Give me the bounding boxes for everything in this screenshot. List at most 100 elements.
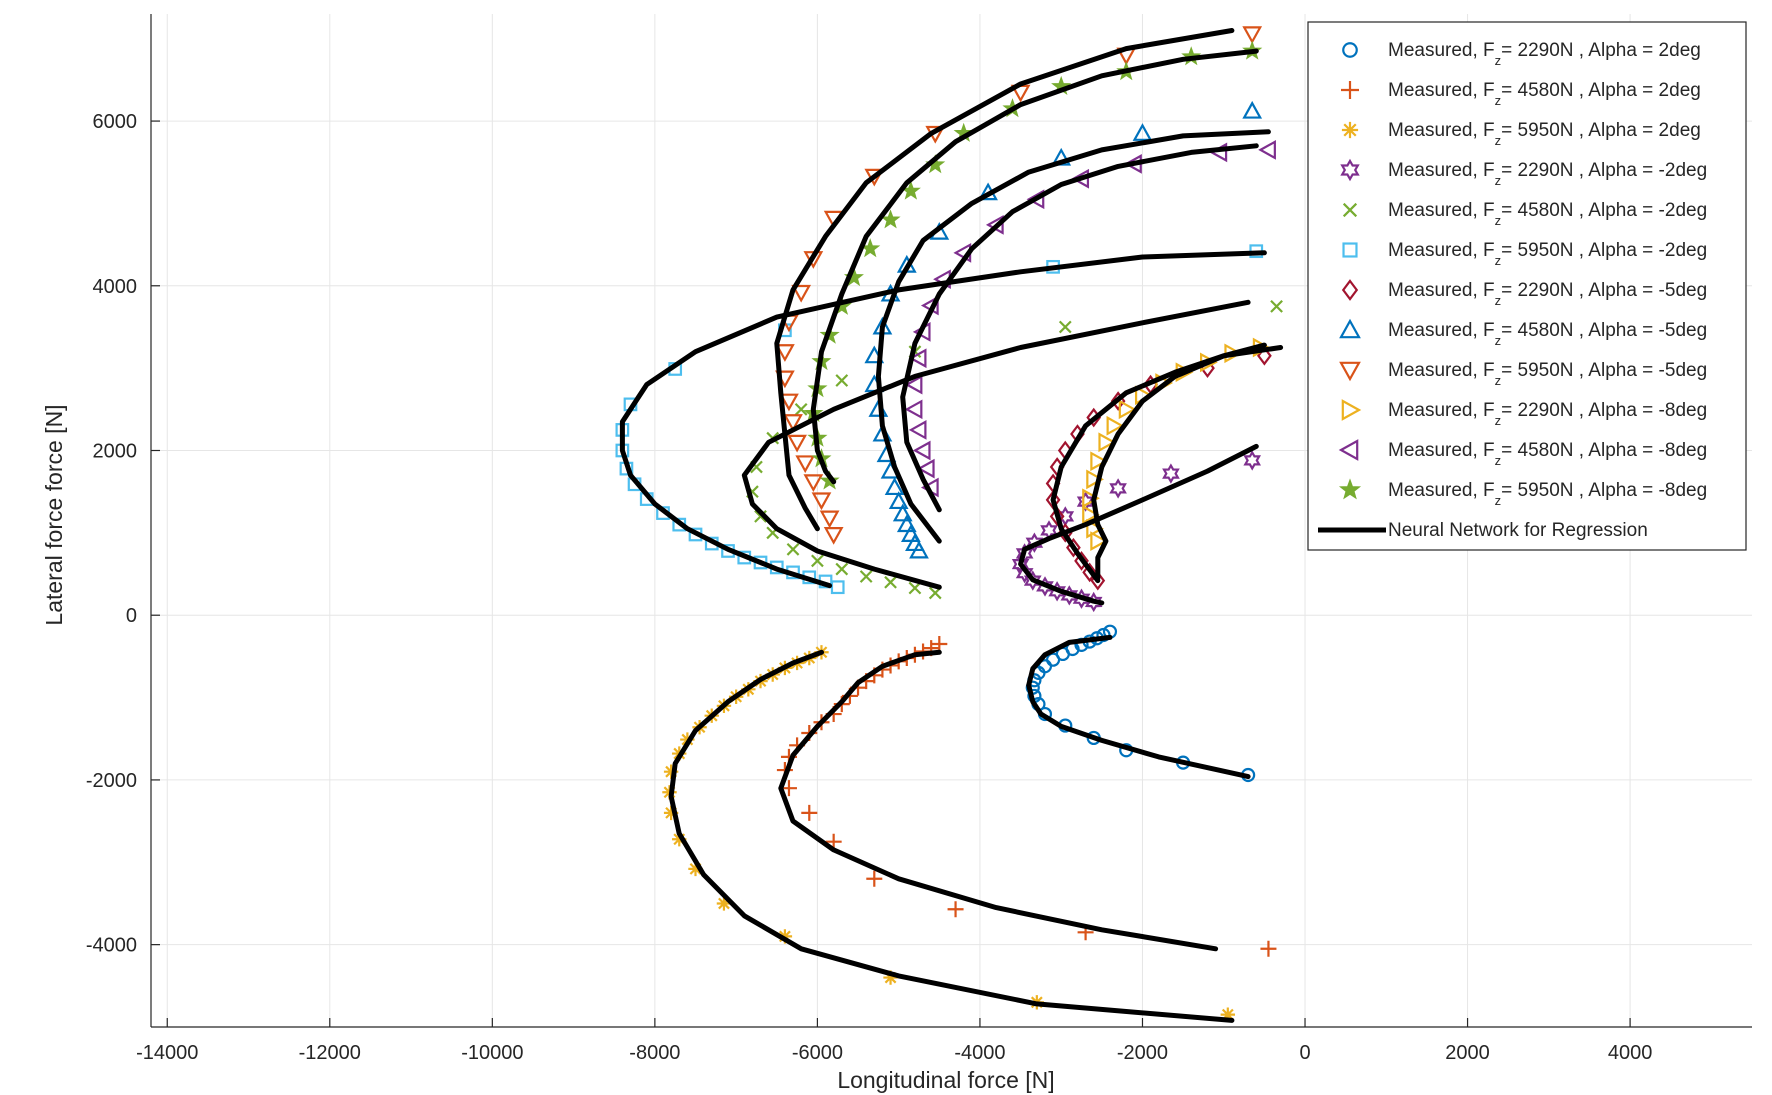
data-point — [1090, 531, 1109, 551]
data-point — [1074, 551, 1089, 571]
data-point — [663, 764, 679, 779]
marker-shape — [786, 542, 800, 556]
marker-shape — [1132, 123, 1153, 141]
marker-shape — [1242, 26, 1263, 45]
legend-label-rest: = 4580N , Alpha = -5deg — [1501, 320, 1707, 341]
data-point — [1162, 463, 1180, 484]
marker-shape — [811, 554, 824, 568]
marker-shape — [835, 562, 849, 576]
data-point — [1243, 450, 1262, 471]
legend-label-rest: = 5950N , Alpha = -8deg — [1501, 480, 1707, 501]
x-tick-label: 2000 — [1445, 1042, 1490, 1064]
marker-shape — [1339, 361, 1361, 382]
regression-curve — [1018, 443, 1259, 606]
y-tick-label: -2000 — [86, 770, 137, 792]
series-11 — [904, 140, 1276, 498]
marker-shape — [1341, 399, 1362, 421]
y-tick-label: -4000 — [86, 935, 137, 957]
data-point — [1086, 469, 1104, 490]
legend-marker — [1339, 318, 1361, 339]
legend-subscript: z — [1495, 413, 1502, 428]
legend-item: Neural Network for Regression — [1318, 520, 1648, 541]
legend-label-rest: = 4580N , Alpha = 2deg — [1501, 80, 1701, 101]
regression-curve — [1026, 634, 1251, 780]
data-point — [916, 458, 935, 479]
marker-shape — [883, 970, 898, 985]
data-point — [912, 440, 931, 461]
marker-shape — [1339, 318, 1361, 339]
regression-curve — [668, 649, 1235, 1023]
data-point — [1015, 563, 1034, 584]
y-tick-label: 6000 — [93, 111, 138, 133]
marker-shape — [1082, 504, 1100, 525]
data-point — [904, 374, 923, 395]
legend-marker — [1338, 478, 1362, 500]
data-point — [801, 804, 818, 821]
x-tick-label: -2000 — [1117, 1042, 1168, 1064]
marker-shape — [1342, 42, 1358, 58]
data-point — [896, 514, 917, 533]
legend-subscript: z — [1495, 333, 1502, 348]
data-point — [1109, 478, 1127, 499]
data-point — [663, 805, 679, 821]
series-7 — [1045, 345, 1272, 591]
axes: -14000 -12000 -10000 -8000 -6000 -4000 -2000 0 2… — [86, 14, 1752, 1064]
marker-shape — [663, 805, 679, 821]
data-point — [908, 420, 927, 440]
y-tick-label: 4000 — [93, 276, 138, 298]
marker-shape — [775, 344, 795, 362]
marker-shape — [783, 414, 803, 432]
data-point — [777, 929, 793, 944]
marker-shape — [688, 861, 703, 877]
legend-marker — [1341, 121, 1359, 139]
marker-shape — [1015, 563, 1034, 584]
data-point — [795, 455, 816, 474]
legend-subscript: z — [1495, 493, 1502, 508]
marker-shape — [908, 581, 922, 595]
marker-shape — [1258, 140, 1276, 160]
marker-shape — [801, 804, 818, 821]
data-point — [866, 870, 883, 887]
legend-subscript: z — [1495, 213, 1502, 228]
data-point — [787, 434, 807, 453]
marker-shape — [794, 402, 808, 416]
marker-shape — [1071, 168, 1090, 189]
marker-shape — [916, 458, 935, 479]
data-point — [811, 554, 824, 568]
data-point — [786, 542, 800, 556]
series-5 — [746, 299, 1283, 600]
marker-shape — [823, 527, 844, 545]
marker-shape — [912, 440, 931, 461]
regression-curve — [774, 28, 1235, 532]
data-point — [908, 581, 922, 595]
x-tick-label: -12000 — [299, 1042, 361, 1064]
marker-shape — [1090, 531, 1109, 551]
data-point — [779, 393, 799, 412]
data-point — [672, 832, 687, 847]
data-point — [1071, 168, 1090, 189]
data-point — [775, 344, 795, 362]
marker-shape — [1109, 478, 1127, 499]
regression-curve — [875, 129, 1271, 544]
regression-curve — [619, 250, 1267, 589]
legend-marker — [1340, 158, 1360, 182]
marker-shape — [888, 491, 909, 510]
data-point — [892, 503, 913, 522]
marker-shape — [1025, 532, 1044, 553]
legend-label-rest: = 4580N , Alpha = -8deg — [1501, 440, 1707, 461]
series-4 — [1011, 450, 1262, 613]
x-tick-label: -14000 — [136, 1042, 198, 1064]
marker-shape — [1270, 299, 1283, 313]
marker-shape — [787, 434, 807, 453]
legend-marker — [1341, 399, 1362, 421]
marker-shape — [884, 575, 897, 589]
marker-shape — [1090, 451, 1109, 472]
marker-shape — [880, 209, 901, 229]
marker-shape — [1106, 415, 1125, 436]
data-point — [1270, 299, 1283, 313]
marker-shape — [819, 510, 840, 529]
data-point — [1026, 189, 1045, 210]
data-point — [823, 527, 844, 545]
legend-label-rest: = 2290N , Alpha = -8deg — [1501, 400, 1707, 421]
marker-shape — [1342, 242, 1358, 258]
